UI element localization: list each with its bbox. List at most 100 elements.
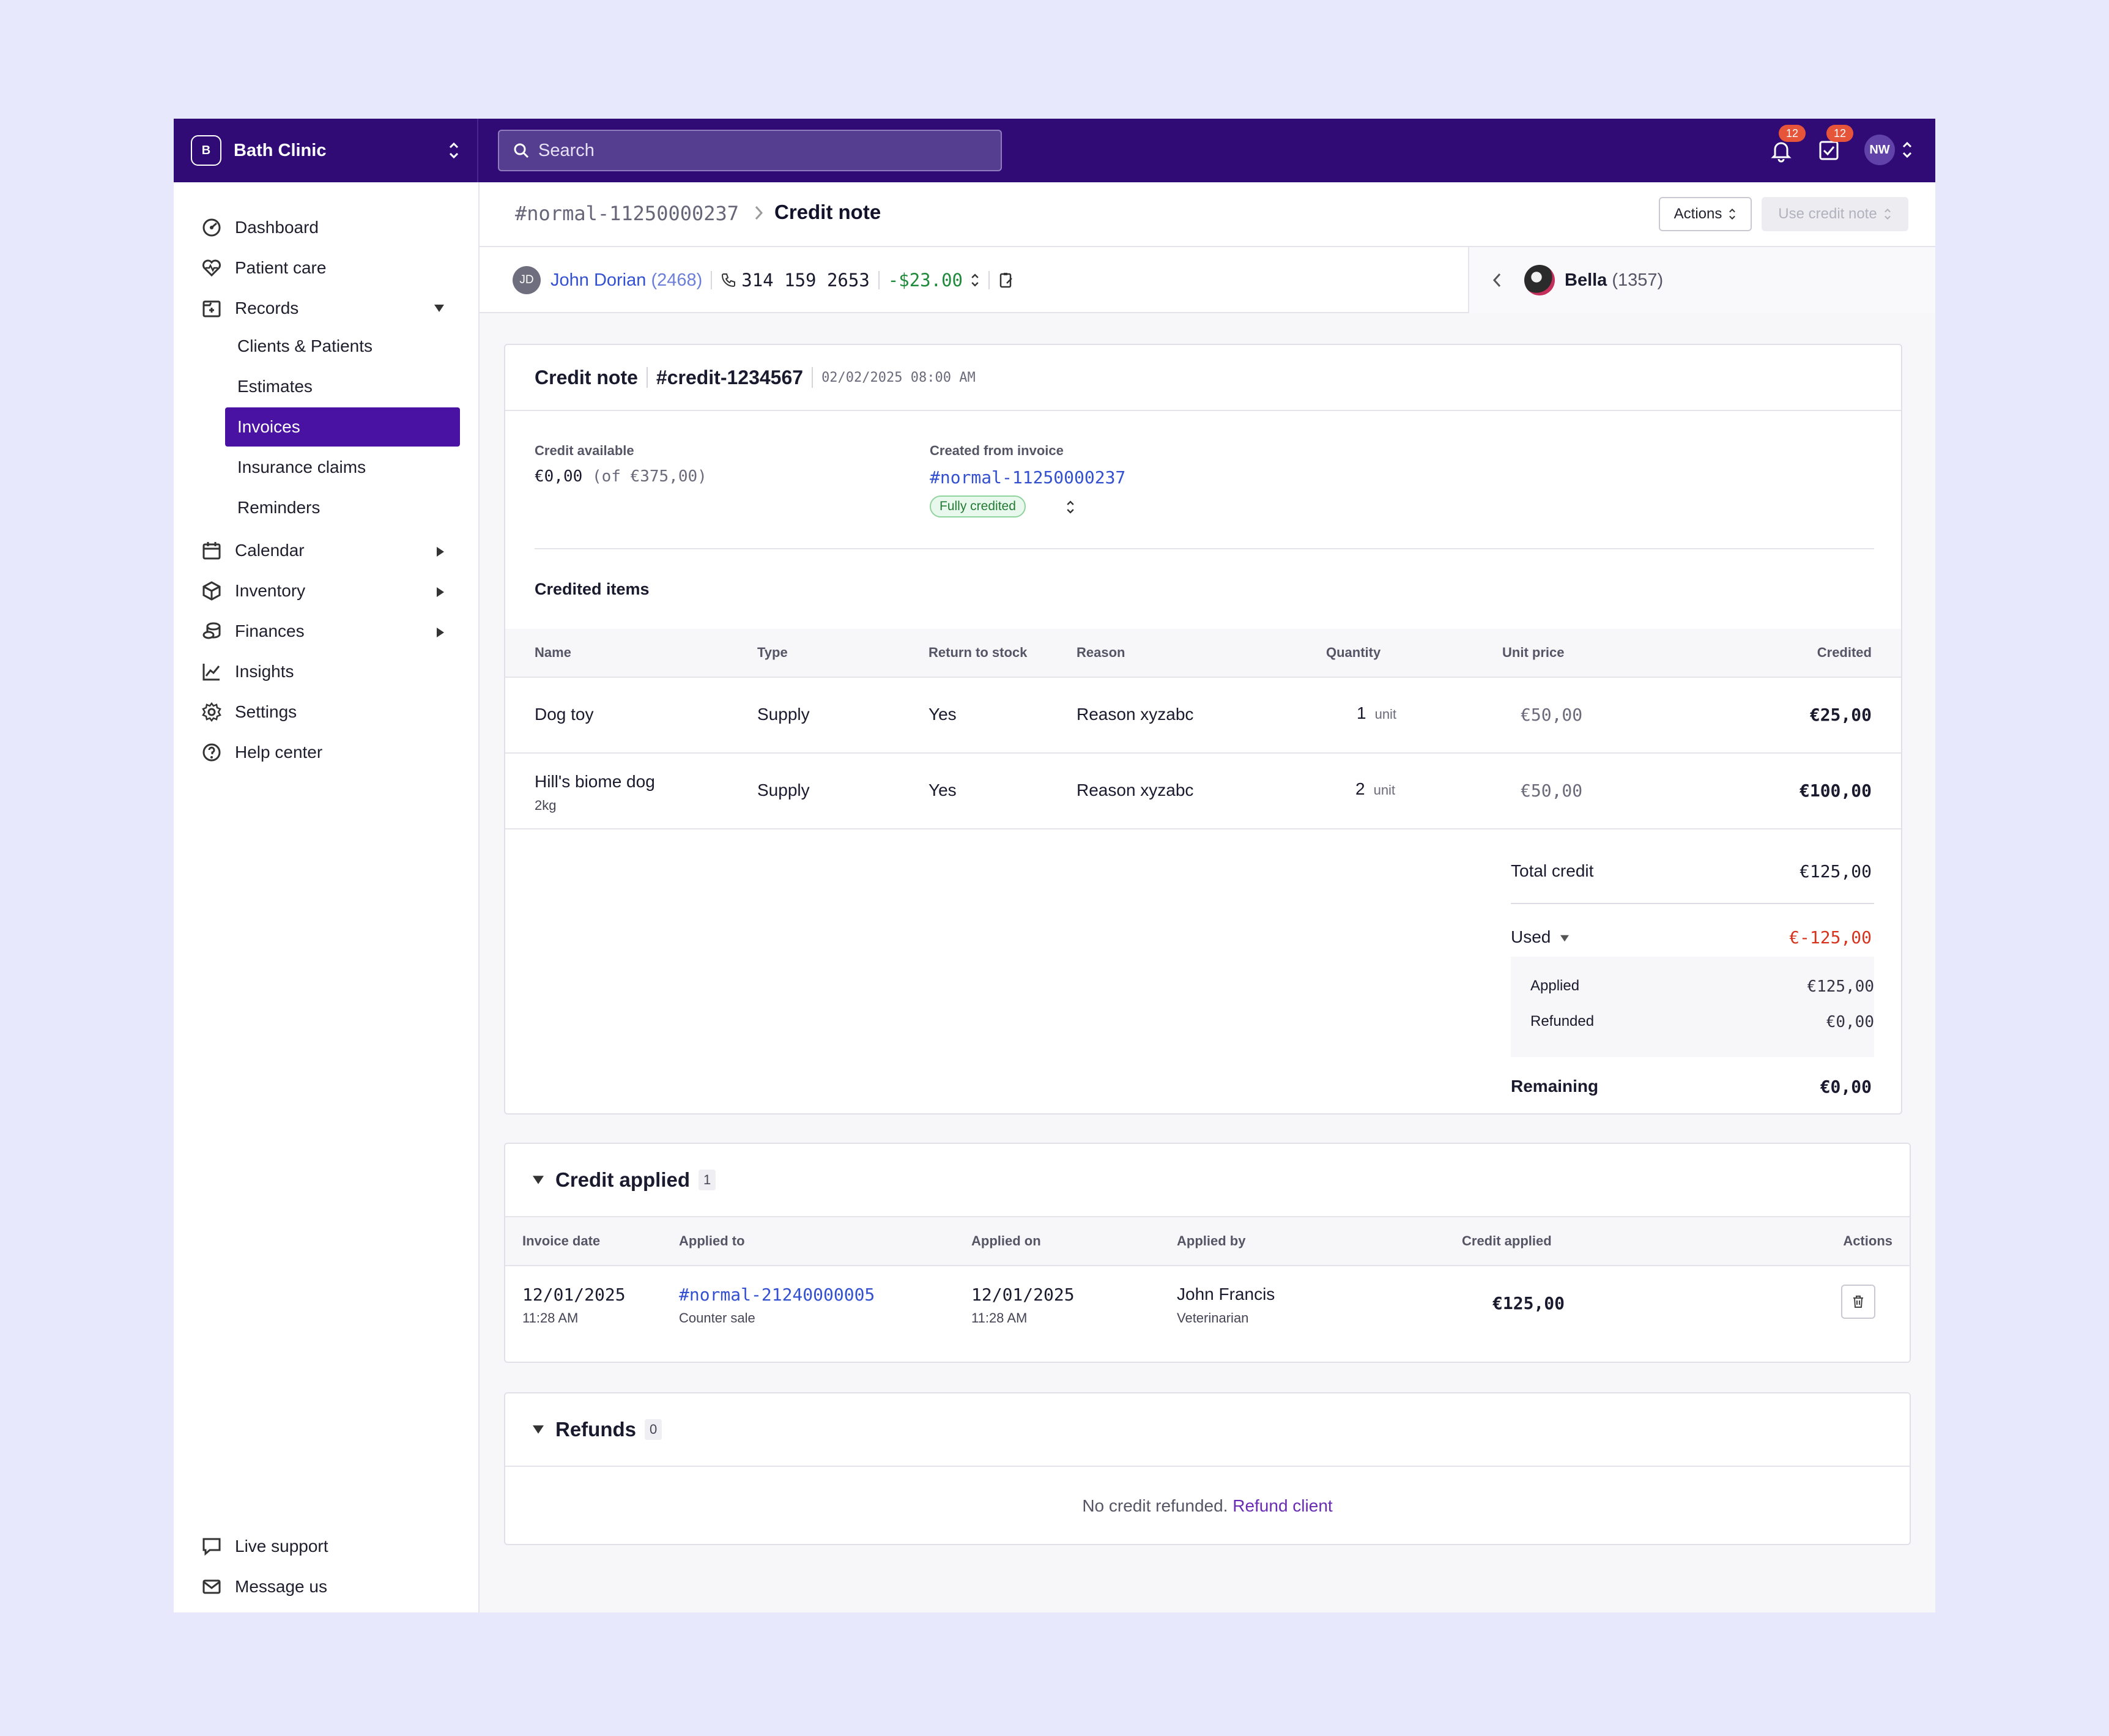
sidebar-item-insights[interactable]: Insights [201,655,458,689]
refunds-empty-text: No credit refunded. [1082,1496,1228,1515]
client-avatar: JD [513,266,541,294]
item-return: Yes [928,705,957,724]
refunded-label: Refunded [1530,1013,1595,1029]
divider [535,548,1874,549]
sidebar-item-label: Finances [235,621,305,640]
user-menu[interactable]: NW [1864,135,1914,165]
patient-avatar [1524,265,1555,295]
column-header: Credit applied [1462,1233,1552,1248]
use-credit-note-button[interactable]: Use credit note [1762,197,1908,231]
sidebar-subitem-estimates[interactable]: Estimates [237,377,313,396]
item-type: Supply [757,705,810,724]
sidebar-subitem-reminders[interactable]: Reminders [237,498,321,517]
refunds-header[interactable]: Refunds 0 [505,1393,1910,1467]
used-toggle[interactable]: Used [1511,927,1570,947]
client-name: John Dorian [550,270,647,290]
item-reason: Reason xyzabc [1077,781,1194,799]
column-header: Quantity [1326,645,1381,660]
chevron-left-icon[interactable] [1491,272,1503,289]
sidebar-item-dashboard[interactable]: Dashboard [201,210,458,245]
item-quantity-unit: unit [1374,707,1397,722]
clipboard-icon[interactable] [998,271,1014,289]
sidebar-subitem-insurance-claims[interactable]: Insurance claims [237,458,366,477]
gear-icon [201,701,223,723]
search-input[interactable] [538,140,966,161]
sidebar-item-records[interactable]: Records [201,291,458,325]
credit-note-datetime: 02/02/2025 08:00 AM [821,369,976,385]
applied-label: Applied [1530,977,1580,994]
message-us-label: Message us [235,1577,327,1596]
remaining-label: Remaining [1511,1077,1599,1096]
credit-applied-header[interactable]: Credit applied 1 [505,1144,1910,1217]
breadcrumb-invoice-link[interactable]: #normal-11250000237 [515,202,739,225]
patient-selector[interactable]: Bella (1357) [1468,247,1935,313]
clinic-name: Bath Clinic [234,140,327,160]
credit-applied-card: Credit applied 1 Invoice date Applied to… [504,1143,1911,1363]
applied-to-link[interactable]: #normal-21240000005 [679,1285,875,1305]
refund-client-link[interactable]: Refund client [1232,1496,1333,1515]
sidebar-subitem-invoices[interactable]: Invoices [225,407,460,447]
item-quantity: 1 unit [1357,703,1396,723]
sidebar-item-label: Insights [235,662,294,681]
status-badge: Fully credited [930,495,1026,517]
sidebar-item-settings[interactable]: Settings [201,695,458,729]
sidebar-item-patient-care[interactable]: Patient care [201,251,458,285]
item-unit-price: €50,00 [1521,781,1583,801]
item-quantity: 2 unit [1355,779,1395,799]
client-id: (2468) [651,270,703,290]
sidebar-item-help-center[interactable]: Help center [201,735,458,770]
credit-available-value: €0,00 (of €375,00) [535,467,707,486]
table-row: Hill's biome dog 2kg Supply Yes Reason x… [505,754,1901,829]
applied-to-subtitle: Counter sale [679,1310,755,1326]
calendar-icon [201,540,223,562]
sidebar-item-finances[interactable]: Finances [201,614,458,648]
notifications-count-badge: 12 [1779,125,1806,142]
caret-right-icon [437,587,444,597]
caret-right-icon [437,628,444,637]
applied-by-role: Veterinarian [1177,1310,1249,1326]
live-support-link[interactable]: Live support [201,1529,458,1564]
client-balance[interactable]: -$23.00 [888,270,963,291]
delete-button[interactable] [1841,1285,1875,1319]
column-header: Return to stock [928,645,1028,660]
credit-applied-count: 1 [699,1170,716,1190]
notifications-button[interactable]: 12 [1768,125,1806,164]
message-us-link[interactable]: Message us [201,1570,458,1604]
credit-applied-title: Credit applied [555,1168,691,1191]
refunded-value: €0,00 [1826,1013,1874,1031]
sidebar-item-inventory[interactable]: Inventory [201,574,458,608]
sidebar-subitem-clients-patients[interactable]: Clients & Patients [237,336,373,355]
applied-on-time: 11:28 AM [971,1310,1028,1326]
checkbox-icon [1819,141,1839,160]
created-from-invoice-link[interactable]: #normal-11250000237 [930,467,1126,488]
item-subtitle: 2kg [535,798,557,813]
dashboard-icon [201,217,223,239]
divider [1511,903,1874,904]
client-phone[interactable]: 314 159 2653 [741,270,870,291]
invoice-time: 11:28 AM [522,1310,579,1326]
used-value: €-125,00 [1789,927,1872,948]
chevron-up-down-icon [1884,208,1891,220]
sidebar-item-calendar[interactable]: Calendar [201,533,458,568]
applied-on-date: 12/01/2025 [971,1285,1075,1305]
chart-line-icon [201,661,223,683]
sidebar: Dashboard Patient care Records Clients &… [174,182,480,1612]
client-name-link[interactable]: John Dorian (2468) [550,270,702,291]
tasks-button[interactable]: 12 [1815,125,1853,164]
divider [646,367,648,388]
live-support-label: Live support [235,1537,328,1556]
actions-button[interactable]: Actions [1659,197,1752,231]
chevron-up-down-icon[interactable] [1066,499,1075,515]
used-label: Used [1511,927,1551,946]
use-credit-note-label: Use credit note [1778,206,1877,222]
table-row: 12/01/2025 11:28 AM #normal-21240000005 … [505,1266,1910,1362]
item-reason: Reason xyzabc [1077,705,1194,724]
credited-items-header: Name Type Return to stock Reason Quantit… [505,629,1901,678]
app-window: B Bath Clinic 12 12 NW Dashboard [174,119,1935,1612]
search-box[interactable] [498,130,1002,171]
main-content: #normal-11250000237 Credit note Actions … [480,182,1935,1612]
clinic-switcher[interactable]: B Bath Clinic [174,119,478,182]
chevron-up-down-icon[interactable] [970,272,980,288]
credit-note-code: #credit-1234567 [656,366,804,388]
caret-down-icon [434,305,444,312]
